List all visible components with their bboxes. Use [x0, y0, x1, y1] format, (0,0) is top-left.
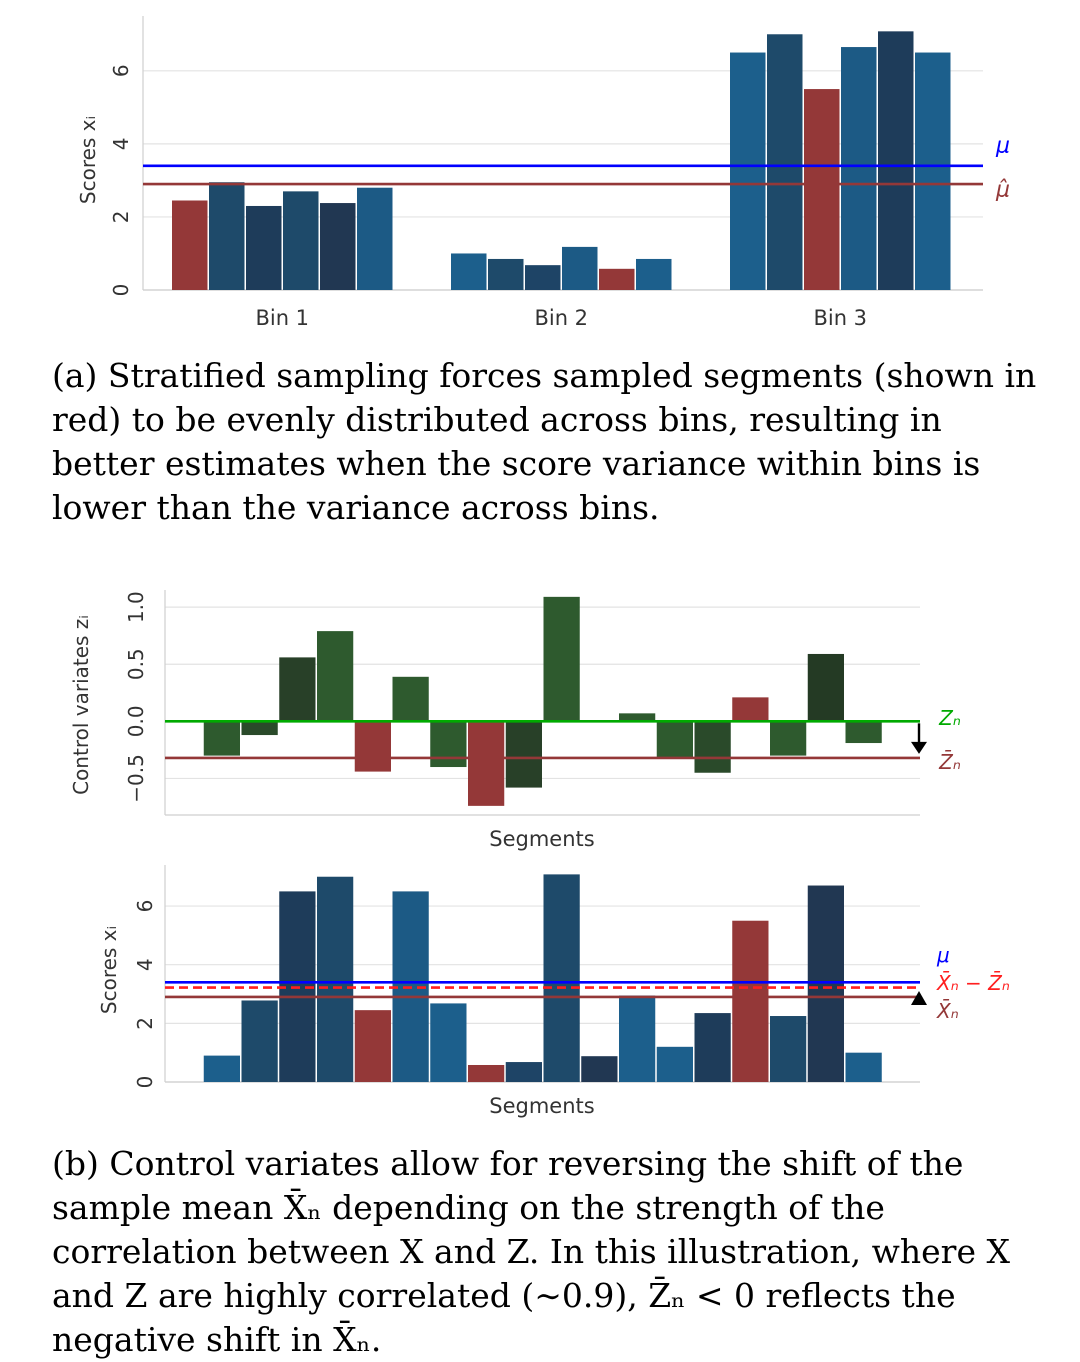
bar	[767, 34, 803, 291]
hline-label: Z̄ₙ	[938, 749, 961, 774]
bar	[543, 874, 580, 1082]
bar	[878, 31, 914, 291]
y-tick-label: 6	[133, 900, 157, 913]
y-axis-label: Scores xᵢ	[76, 116, 100, 204]
bar	[246, 205, 282, 290]
bar	[203, 721, 240, 756]
y-axis-label: Scores xᵢ	[97, 926, 121, 1014]
shift-arrow-head	[911, 741, 927, 754]
y-tick-label: 4	[109, 137, 133, 150]
bar	[807, 885, 844, 1082]
bar	[317, 631, 354, 722]
bar	[525, 265, 561, 290]
bar	[241, 721, 278, 736]
bar	[770, 1016, 807, 1082]
bar	[505, 1062, 542, 1082]
bar	[468, 1064, 505, 1082]
bar	[770, 721, 807, 756]
bar	[730, 52, 766, 291]
bar	[279, 657, 316, 722]
bar	[430, 721, 467, 768]
bar	[543, 596, 580, 722]
y-tick-label: 1.0	[124, 591, 148, 623]
y-tick-label: 2	[133, 1017, 157, 1030]
bar	[656, 1046, 693, 1082]
bar	[581, 1056, 618, 1082]
bar	[694, 1013, 731, 1082]
hline-label: X̄ₙ	[936, 998, 959, 1023]
bar	[488, 258, 524, 290]
y-tick-label: 4	[133, 958, 157, 971]
bar	[203, 1055, 240, 1082]
y-tick-label: 0.0	[124, 705, 148, 737]
bar	[357, 187, 393, 290]
bar	[562, 246, 598, 290]
bar	[392, 676, 429, 722]
bar	[451, 253, 487, 290]
bar	[804, 89, 840, 290]
bar	[320, 203, 356, 290]
y-tick-label: 2	[109, 211, 133, 224]
bar	[694, 721, 731, 773]
bar	[209, 182, 245, 290]
bar	[845, 1052, 882, 1082]
hline-label: Zₙ	[938, 706, 961, 730]
bar	[505, 721, 542, 788]
bar	[656, 721, 693, 758]
bar	[845, 721, 882, 744]
caption-b: (b) Control variates allow for reversing…	[52, 1144, 1010, 1359]
hline-label: μ	[995, 134, 1010, 159]
bar	[599, 268, 635, 290]
y-tick-label: −0.5	[124, 754, 148, 803]
x-tick-label: Bin 3	[813, 306, 867, 330]
bar	[354, 721, 391, 772]
bar	[430, 1003, 467, 1082]
bar	[732, 920, 769, 1082]
x-axis-label: Segments	[489, 1094, 594, 1118]
y-tick-label: 0	[109, 284, 133, 297]
x-tick-label: Bin 1	[255, 306, 309, 330]
bar	[619, 995, 656, 1082]
y-axis-label: Control variates zᵢ	[69, 615, 93, 795]
bar	[317, 876, 354, 1082]
bar	[283, 191, 319, 290]
bar	[354, 1010, 391, 1082]
chart-b-top: −0.5 0.0 0.5 1.0 Control variates zᵢ Zₙ Z̄ₙ Seg…	[69, 590, 961, 851]
y-tick-label: 0.5	[124, 648, 148, 680]
chart-a: 0 2 4 6 Scores xᵢ Bin 1 Bin 2 Bin 3 μ μ̂	[76, 16, 1010, 330]
bar	[468, 721, 505, 806]
hline-label: μ̂	[995, 178, 1010, 203]
bar	[619, 713, 656, 722]
y-tick-label: 6	[109, 64, 133, 77]
x-tick-label: Bin 2	[534, 306, 588, 330]
bar	[241, 1000, 278, 1082]
bar	[636, 258, 672, 290]
bar	[915, 52, 951, 291]
bar	[807, 653, 844, 722]
hline-label: μ	[936, 943, 950, 967]
y-tick-label: 0	[133, 1076, 157, 1089]
hline-label: X̄ₙ − Z̄ₙ	[936, 970, 1010, 995]
caption-a: (a) Stratified sampling forces sampled s…	[52, 356, 1037, 527]
bar	[172, 200, 208, 290]
bar	[841, 47, 877, 291]
chart-b-bottom: 0 2 4 6 Scores xᵢ μ X̄ₙ − Z̄ₙ X̄ₙ Segments	[97, 865, 1010, 1118]
bar	[732, 697, 769, 722]
shift-arrow-head	[911, 990, 927, 1005]
x-axis-label: Segments	[489, 827, 594, 851]
